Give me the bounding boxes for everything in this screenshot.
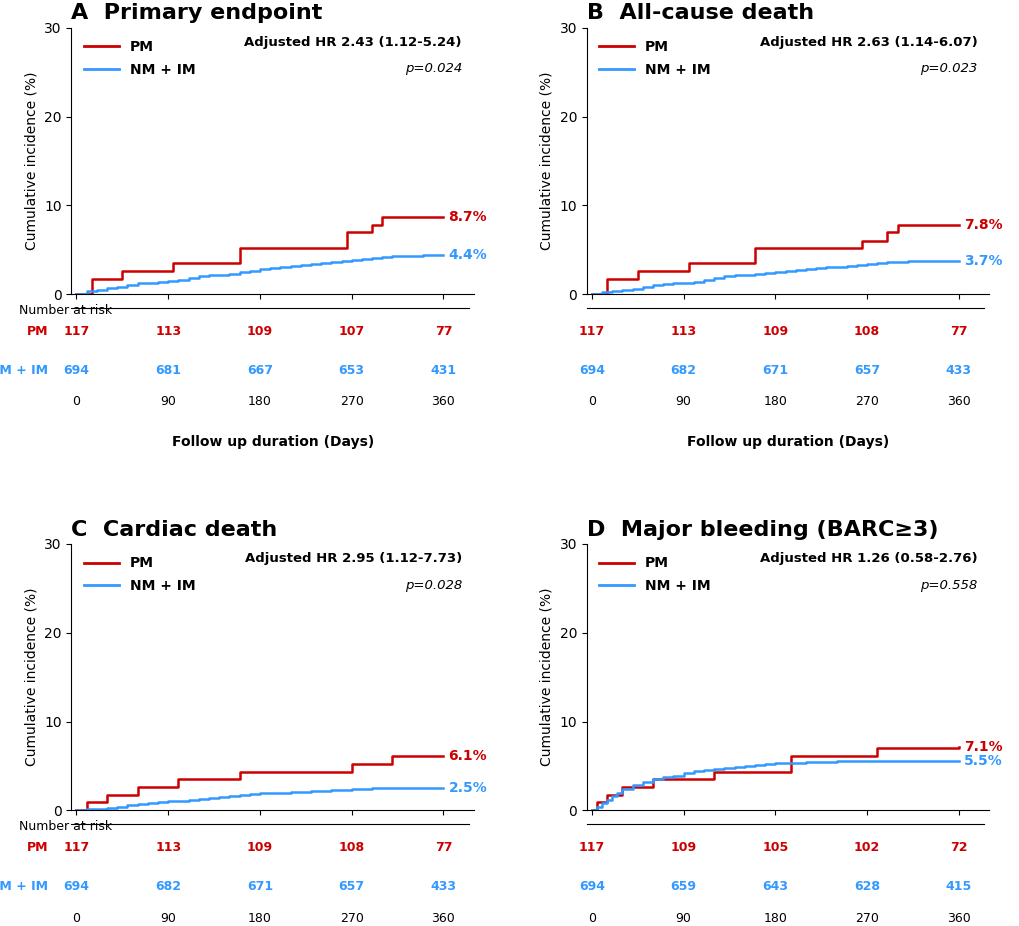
Text: 270: 270 [854, 395, 878, 408]
Text: 0: 0 [72, 395, 81, 408]
Text: 180: 180 [248, 911, 272, 925]
Text: 657: 657 [853, 364, 879, 377]
Text: C  Cardiac death: C Cardiac death [71, 519, 277, 540]
Text: 4.4%: 4.4% [448, 248, 487, 262]
Y-axis label: Cumulative incidence (%): Cumulative incidence (%) [539, 588, 553, 767]
Text: 270: 270 [339, 395, 364, 408]
Text: p=0.558: p=0.558 [919, 579, 976, 592]
Text: Adjusted HR 2.63 (1.14-6.07): Adjusted HR 2.63 (1.14-6.07) [759, 36, 976, 49]
Text: 117: 117 [578, 325, 604, 338]
Text: NM + IM: NM + IM [0, 881, 48, 894]
Text: 415: 415 [945, 881, 971, 894]
Text: 113: 113 [155, 325, 181, 338]
Text: NM + IM: NM + IM [0, 364, 48, 377]
Text: 117: 117 [578, 841, 604, 854]
Text: PM: PM [26, 841, 48, 854]
Text: Adjusted HR 2.43 (1.12-5.24): Adjusted HR 2.43 (1.12-5.24) [245, 36, 462, 49]
Text: 360: 360 [431, 395, 454, 408]
Text: 108: 108 [338, 841, 365, 854]
Text: p=0.024: p=0.024 [405, 62, 462, 75]
Text: PM: PM [26, 325, 48, 338]
Text: 628: 628 [853, 881, 879, 894]
Text: 270: 270 [339, 911, 364, 925]
Text: Number at risk: Number at risk [19, 820, 112, 833]
Text: 671: 671 [761, 364, 788, 377]
Text: 109: 109 [247, 325, 273, 338]
Text: 682: 682 [155, 881, 181, 894]
Text: 105: 105 [761, 841, 788, 854]
Text: 694: 694 [63, 881, 90, 894]
Text: Adjusted HR 1.26 (0.58-2.76): Adjusted HR 1.26 (0.58-2.76) [759, 552, 976, 565]
Text: 6.1%: 6.1% [448, 749, 487, 763]
Text: 3.7%: 3.7% [963, 255, 1002, 269]
Y-axis label: Cumulative incidence (%): Cumulative incidence (%) [539, 71, 553, 250]
Text: Follow up duration (Days): Follow up duration (Days) [686, 434, 889, 448]
Text: 8.7%: 8.7% [448, 210, 487, 224]
Text: 117: 117 [63, 325, 90, 338]
Text: Adjusted HR 2.95 (1.12-7.73): Adjusted HR 2.95 (1.12-7.73) [245, 552, 462, 565]
Text: 270: 270 [854, 911, 878, 925]
Text: 90: 90 [160, 395, 176, 408]
Text: 107: 107 [338, 325, 365, 338]
Text: 180: 180 [762, 911, 787, 925]
Text: 360: 360 [946, 395, 970, 408]
Text: 72: 72 [949, 841, 967, 854]
Text: 90: 90 [675, 911, 691, 925]
Text: 360: 360 [431, 911, 454, 925]
Text: 657: 657 [338, 881, 365, 894]
Text: 117: 117 [63, 841, 90, 854]
Text: 77: 77 [434, 325, 451, 338]
Text: 360: 360 [946, 911, 970, 925]
Legend: PM, NM + IM: PM, NM + IM [593, 551, 715, 598]
Text: 682: 682 [669, 364, 696, 377]
Text: 109: 109 [761, 325, 788, 338]
Text: 90: 90 [160, 911, 176, 925]
Text: A  Primary endpoint: A Primary endpoint [71, 4, 322, 23]
Text: 77: 77 [434, 841, 451, 854]
Text: 653: 653 [338, 364, 365, 377]
Text: 431: 431 [430, 364, 457, 377]
Text: 671: 671 [247, 881, 273, 894]
Text: 109: 109 [669, 841, 696, 854]
Text: 694: 694 [63, 364, 90, 377]
Text: 109: 109 [247, 841, 273, 854]
Text: 102: 102 [853, 841, 879, 854]
Text: 694: 694 [579, 881, 604, 894]
Text: 433: 433 [945, 364, 971, 377]
Text: Follow up duration (Days): Follow up duration (Days) [171, 434, 374, 448]
Text: 0: 0 [587, 911, 595, 925]
Text: 694: 694 [579, 364, 604, 377]
Text: 180: 180 [762, 395, 787, 408]
Text: 113: 113 [155, 841, 181, 854]
Text: 2.5%: 2.5% [448, 782, 487, 795]
Text: 643: 643 [761, 881, 788, 894]
Text: 7.1%: 7.1% [963, 740, 1002, 755]
Text: D  Major bleeding (BARC≥3): D Major bleeding (BARC≥3) [586, 519, 937, 540]
Text: Number at risk: Number at risk [19, 304, 112, 317]
Text: 433: 433 [430, 881, 457, 894]
Text: B  All-cause death: B All-cause death [586, 4, 813, 23]
Legend: PM, NM + IM: PM, NM + IM [78, 34, 201, 82]
Text: 681: 681 [155, 364, 181, 377]
Text: 108: 108 [853, 325, 879, 338]
Text: 5.5%: 5.5% [963, 755, 1002, 769]
Y-axis label: Cumulative incidence (%): Cumulative incidence (%) [24, 588, 39, 767]
Text: p=0.023: p=0.023 [919, 62, 976, 75]
Text: 0: 0 [72, 911, 81, 925]
Text: 180: 180 [248, 395, 272, 408]
Text: 659: 659 [669, 881, 696, 894]
Y-axis label: Cumulative incidence (%): Cumulative incidence (%) [24, 71, 39, 250]
Text: 90: 90 [675, 395, 691, 408]
Text: p=0.028: p=0.028 [405, 579, 462, 592]
Text: 667: 667 [247, 364, 273, 377]
Text: 113: 113 [669, 325, 696, 338]
Text: 7.8%: 7.8% [963, 218, 1002, 232]
Legend: PM, NM + IM: PM, NM + IM [78, 551, 201, 598]
Text: 0: 0 [587, 395, 595, 408]
Text: 77: 77 [949, 325, 967, 338]
Legend: PM, NM + IM: PM, NM + IM [593, 34, 715, 82]
